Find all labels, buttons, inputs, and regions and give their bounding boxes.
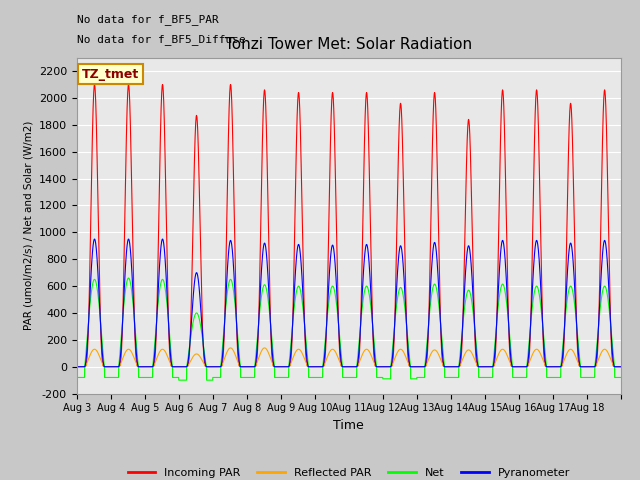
- Net: [125, 275, 132, 281]
- Reflected PAR: [398, 347, 406, 353]
- Incoming PAR: [617, 364, 625, 370]
- Line: Pyranometer: Pyranometer: [77, 239, 621, 367]
- Net: [499, 281, 506, 287]
- Net: [73, 374, 81, 380]
- Reflected PAR: [227, 345, 234, 351]
- Pyranometer: [91, 236, 99, 242]
- Incoming PAR: [91, 82, 99, 87]
- Net: [369, 327, 377, 333]
- Net: [539, 324, 547, 330]
- Incoming PAR: [525, 359, 532, 365]
- Pyranometer: [73, 364, 81, 370]
- Pyranometer: [398, 250, 406, 256]
- Text: TZ_tmet: TZ_tmet: [82, 68, 140, 81]
- Reflected PAR: [498, 347, 506, 352]
- Reflected PAR: [186, 360, 193, 366]
- Pyranometer: [186, 343, 193, 349]
- Reflected PAR: [617, 364, 625, 370]
- Pyranometer: [525, 351, 532, 357]
- Net: [617, 374, 625, 380]
- Line: Reflected PAR: Reflected PAR: [77, 348, 621, 367]
- Pyranometer: [498, 239, 506, 244]
- Incoming PAR: [498, 91, 506, 97]
- Incoming PAR: [539, 327, 547, 333]
- Net: [186, 341, 194, 347]
- X-axis label: Time: Time: [333, 419, 364, 432]
- Y-axis label: PAR (umol/m2/s) / Net and Solar (W/m2): PAR (umol/m2/s) / Net and Solar (W/m2): [23, 121, 33, 330]
- Pyranometer: [617, 364, 625, 370]
- Line: Incoming PAR: Incoming PAR: [77, 84, 621, 367]
- Reflected PAR: [73, 364, 81, 370]
- Incoming PAR: [369, 334, 377, 339]
- Pyranometer: [539, 324, 547, 329]
- Reflected PAR: [525, 361, 532, 367]
- Line: Net: Net: [77, 278, 621, 380]
- Net: [525, 343, 532, 348]
- Pyranometer: [369, 329, 377, 335]
- Incoming PAR: [186, 346, 193, 352]
- Incoming PAR: [73, 364, 81, 370]
- Reflected PAR: [539, 357, 547, 362]
- Incoming PAR: [398, 127, 406, 132]
- Net: [398, 288, 406, 294]
- Legend: Incoming PAR, Reflected PAR, Net, Pyranometer: Incoming PAR, Reflected PAR, Net, Pyrano…: [123, 463, 575, 480]
- Reflected PAR: [369, 357, 377, 363]
- Net: [175, 377, 182, 383]
- Title: Tonzi Tower Met: Solar Radiation: Tonzi Tower Met: Solar Radiation: [225, 37, 472, 52]
- Text: No data for f_BF5_PAR: No data for f_BF5_PAR: [77, 14, 218, 25]
- Text: No data for f_BF5_Diffuse: No data for f_BF5_Diffuse: [77, 34, 246, 45]
